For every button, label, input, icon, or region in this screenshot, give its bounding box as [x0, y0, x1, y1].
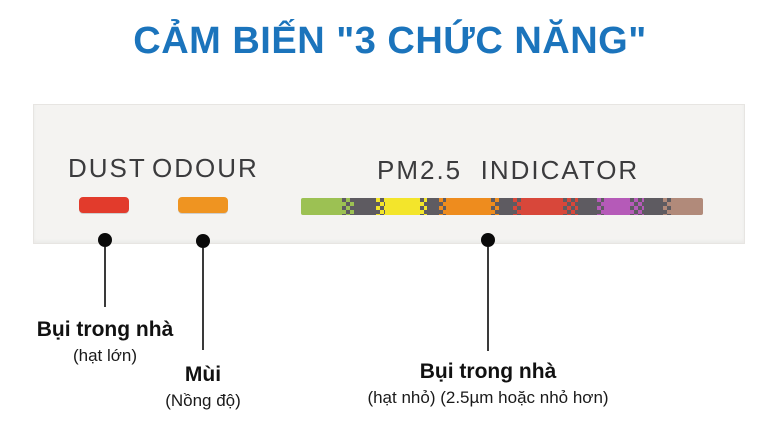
callout-title: Mùi — [184, 363, 222, 386]
pm25-bar-dither-segment — [629, 198, 645, 215]
pm25-bar-segment — [446, 198, 492, 215]
pm25-bar-segment — [384, 198, 420, 215]
pm25-bar-segment — [301, 198, 342, 215]
callout-text: Bụi trong nhà (hạt lớn) — [37, 317, 173, 368]
pm25-bar-dither-segment — [512, 198, 521, 215]
callout-text: Mùi (Nồng độ) — [165, 362, 241, 413]
pm25-bar-segment — [427, 198, 439, 215]
pm25-bar-dither-segment — [419, 198, 428, 215]
dust-led — [79, 197, 129, 213]
pm25-bar-dither-segment — [663, 198, 671, 215]
callout-subtitle: (hạt nhỏ) (2.5µm hoặc nhỏ hơn) — [367, 388, 609, 408]
pm25-bar-segment — [354, 198, 377, 215]
callout-dot — [481, 233, 495, 247]
odour-led — [178, 197, 228, 213]
pm25-bar-segment — [670, 198, 703, 215]
callout-title: Bụi trong nhà — [419, 360, 557, 383]
pm25-bar-segment — [520, 198, 564, 215]
page-title: CẢM BIẾN "3 CHỨC NĂNG" — [133, 20, 647, 62]
callout-text: Bụi trong nhà (hạt nhỏ) (2.5µm hoặc nhỏ … — [367, 359, 608, 410]
pm25-indicator-label: PM2.5 INDICATOR — [377, 155, 640, 185]
callout-dot — [98, 233, 112, 247]
callout-subtitle: (Nồng độ) — [165, 391, 241, 411]
pm25-bar-segment — [644, 198, 664, 215]
callout-line — [104, 247, 106, 307]
callout-subtitle: (hạt lớn) — [72, 346, 138, 366]
callout-line — [202, 248, 204, 350]
sensor-panel: DUST ODOUR PM2.5 INDICATOR — [33, 104, 745, 244]
pm25-bar-dither-segment — [563, 198, 578, 215]
pm25-bar-dither-segment — [376, 198, 385, 215]
callout-title: Bụi trong nhà — [36, 318, 174, 341]
callout-line — [487, 247, 489, 351]
pm25-indicator-bar — [301, 198, 703, 215]
pm25-bar-dither-segment — [438, 198, 447, 215]
callout-dot — [196, 234, 210, 248]
pm25-bar-dither-segment — [491, 198, 499, 215]
pm25-bar-segment — [498, 198, 513, 215]
pm25-bar-segment — [604, 198, 630, 215]
odour-label: ODOUR — [152, 153, 259, 183]
pm25-bar-segment — [577, 198, 597, 215]
pm25-bar-dither-segment — [596, 198, 605, 215]
pm25-bar-dither-segment — [341, 198, 355, 215]
dust-label: DUST — [68, 153, 147, 183]
